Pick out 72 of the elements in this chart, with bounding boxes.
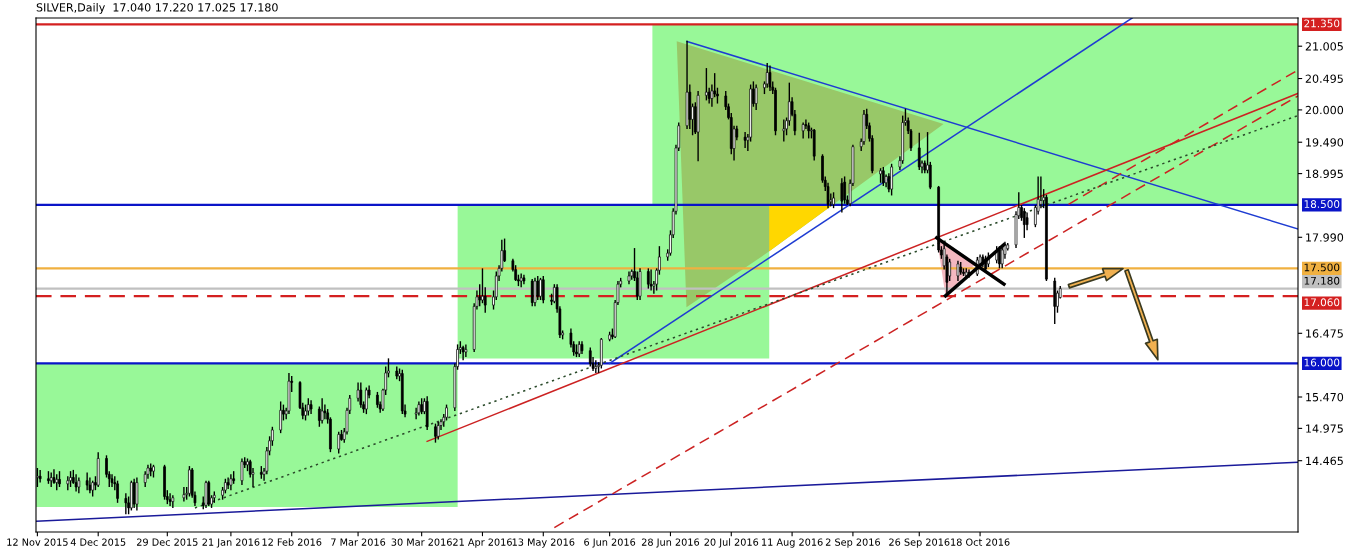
candlestick: [359, 381, 363, 409]
x-tick-label: 21 Apr 2016: [453, 538, 512, 548]
x-tick-label: 29 Dec 2015: [136, 538, 198, 546]
x-tick-label: 28 Jun 2016: [641, 538, 700, 548]
candlestick: [135, 476, 139, 512]
x-tick-label: 12 Nov 2015: [7, 538, 68, 546]
y-tick-label: 19.490: [1306, 138, 1344, 147]
candlestick: [608, 331, 611, 342]
x-tick-label: 7 Mar 2016: [331, 538, 386, 546]
y-tick-label: 20.495: [1305, 74, 1343, 83]
y-tick-label: 17.990: [1306, 233, 1344, 242]
candlestick: [85, 471, 89, 491]
x-tick-label: 2 Sep 2016: [825, 538, 881, 548]
candlestick: [124, 492, 128, 515]
candlestick: [998, 245, 1001, 270]
y-tick-label: 18.995: [1306, 169, 1343, 178]
x-tick-label: 11 Aug 2016: [762, 538, 823, 548]
candlestick: [840, 177, 844, 214]
candlestick: [58, 470, 61, 488]
y-tick-label: 15.470: [1306, 392, 1344, 402]
candlestick: [948, 258, 952, 282]
candlestick: [743, 131, 747, 149]
candlestick: [481, 267, 484, 304]
y-tick-label: 20.000: [1305, 105, 1344, 115]
candlestick: [879, 167, 882, 184]
ref-line-label: 21.350: [1304, 19, 1340, 28]
candlestick: [47, 470, 50, 485]
candlestick: [890, 163, 893, 197]
x-tick-label: 30 Mar 2016: [391, 538, 452, 546]
ref-line-label: 17.180: [1304, 276, 1340, 285]
candlestick: [376, 391, 379, 409]
ref-line-label: 18.500: [1304, 200, 1340, 208]
x-tick-label: 13 May 2016: [512, 538, 575, 548]
ref-line-label: 17.060: [1304, 298, 1340, 307]
x-tick-label: 21 Jan 2016: [202, 538, 260, 548]
candlestick: [279, 400, 282, 434]
candlestick: [226, 476, 230, 490]
x-tick-label: 18 Oct 2016: [951, 538, 1010, 546]
x-tick-label: 20 Jul 2016: [704, 538, 759, 548]
candlestick: [588, 346, 592, 368]
candlestick: [207, 479, 211, 507]
candlestick: [575, 343, 578, 358]
x-tick-label: 26 Sep 2016: [889, 538, 950, 548]
x-tick-label: 6 Jun 2016: [584, 538, 636, 548]
candlestick: [705, 67, 708, 102]
candlestick: [464, 343, 468, 358]
candlestick: [782, 118, 786, 143]
ref-line-label: 16.000: [1304, 358, 1340, 367]
candlestick: [646, 267, 650, 290]
candlestick: [337, 431, 341, 455]
candlestick: [541, 275, 545, 304]
candlestick: [917, 132, 921, 171]
y-tick-label: 14.975: [1306, 424, 1343, 433]
y-tick-label: 14.465: [1306, 456, 1343, 466]
y-tick-label: 16.475: [1306, 329, 1343, 338]
candlestick: [163, 464, 166, 501]
candlestick: [600, 337, 603, 370]
candlestick: [533, 277, 537, 308]
candlestick: [116, 479, 119, 504]
x-tick-label: 12 Feb 2016: [262, 538, 322, 546]
candlestick: [539, 277, 542, 301]
ref-line-label: 17.500: [1304, 263, 1340, 272]
y-tick-label: 21.005: [1305, 42, 1343, 51]
candlestick: [768, 64, 772, 92]
chart-title: SILVER,Daily 17.040 17.220 17.025 17.180: [36, 3, 278, 14]
candlestick: [754, 83, 758, 111]
x-tick-label: 4 Dec 2015: [70, 538, 126, 546]
candlestick: [91, 479, 95, 498]
candlestick: [649, 268, 653, 292]
candlestick: [995, 245, 999, 264]
candlestick: [594, 359, 598, 374]
candlestick: [182, 486, 186, 503]
